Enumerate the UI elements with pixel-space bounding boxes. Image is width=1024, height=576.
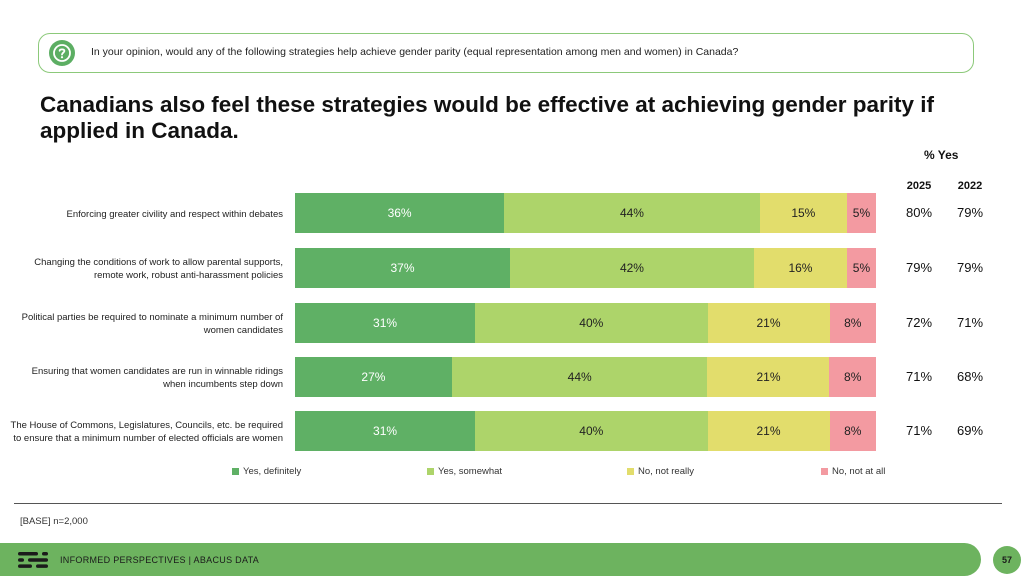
bar-segment: 8% <box>829 303 876 343</box>
yes-2022-value: 69% <box>956 423 984 438</box>
legend-item: No, not at all <box>821 466 885 477</box>
year-2025-header: 2025 <box>906 180 932 192</box>
page-number: 57 <box>993 546 1021 574</box>
stacked-bar: 31% 40% 21% 8% <box>295 411 876 451</box>
bar-segment: 16% <box>753 248 847 288</box>
bar-segment: 21% <box>707 303 830 343</box>
bar-segment: 21% <box>707 357 830 397</box>
legend: Yes, definitely Yes, somewhat No, not re… <box>0 466 1024 480</box>
bar-segment: 5% <box>846 248 876 288</box>
bar-segment: 44% <box>504 193 760 233</box>
bar-segment: 40% <box>475 303 708 343</box>
bar-segment: 36% <box>295 193 505 233</box>
stacked-bar: 31% 40% 21% 8% <box>295 303 876 343</box>
year-2022-header: 2022 <box>957 180 983 192</box>
legend-item: Yes, definitely <box>232 466 301 477</box>
question-text: In your opinion, would any of the follow… <box>91 46 739 58</box>
page-title: Canadians also feel these strategies wou… <box>40 92 935 143</box>
legend-swatch <box>232 468 239 475</box>
yes-2025-value: 80% <box>905 205 933 220</box>
bar-segment: 5% <box>846 193 876 233</box>
yes-2025-value: 71% <box>905 423 933 438</box>
category-label: The House of Commons, Legislatures, Coun… <box>10 420 283 444</box>
bar-segment: 21% <box>707 411 830 451</box>
base-note: [BASE] n=2,000 <box>20 516 88 527</box>
question-icon <box>49 40 75 66</box>
yes-header: % Yes <box>924 148 959 162</box>
yes-2022-value: 71% <box>956 315 984 330</box>
stacked-bar: 36% 44% 15% 5% <box>295 193 876 233</box>
legend-label: Yes, somewhat <box>438 466 503 477</box>
stacked-bar: 27% 44% 21% 8% <box>295 357 876 397</box>
yes-2025-value: 79% <box>905 260 933 275</box>
yes-2025-value: 72% <box>905 315 933 330</box>
category-label: Enforcing greater civility and respect w… <box>66 208 283 220</box>
footer-text: INFORMED PERSPECTIVES | ABACUS DATA <box>60 555 260 565</box>
legend-item: Yes, somewhat <box>427 466 502 477</box>
stacked-bar: 37% 42% 16% 5% <box>295 248 876 288</box>
bar-segment: 37% <box>295 248 510 288</box>
bar-segment: 31% <box>295 303 476 343</box>
divider <box>14 503 1002 504</box>
abacus-logo-icon <box>18 551 50 569</box>
bar-segment: 27% <box>295 357 452 397</box>
category-label: Political parties be required to nominat… <box>21 312 283 336</box>
legend-label: No, not at all <box>832 466 886 477</box>
bar-segment: 31% <box>295 411 476 451</box>
yes-2022-value: 79% <box>956 205 984 220</box>
yes-2022-value: 68% <box>956 369 984 384</box>
legend-swatch <box>821 468 828 475</box>
legend-item: No, not really <box>627 466 694 477</box>
footer-bar: INFORMED PERSPECTIVES | ABACUS DATA <box>0 543 981 576</box>
yes-2022-value: 79% <box>956 260 984 275</box>
bar-segment: 42% <box>509 248 754 288</box>
legend-swatch <box>427 468 434 475</box>
bar-segment: 15% <box>759 193 847 233</box>
category-label: Ensuring that women candidates are run i… <box>31 366 283 390</box>
category-label: Changing the conditions of work to allow… <box>34 257 283 281</box>
legend-label: Yes, definitely <box>243 466 302 477</box>
yes-2025-value: 71% <box>905 369 933 384</box>
bar-segment: 44% <box>451 357 708 397</box>
bar-segment: 40% <box>475 411 708 451</box>
bar-segment: 8% <box>829 411 876 451</box>
legend-label: No, not really <box>638 466 694 477</box>
question-box: In your opinion, would any of the follow… <box>38 33 974 73</box>
bar-segment: 8% <box>829 357 876 397</box>
legend-swatch <box>627 468 634 475</box>
